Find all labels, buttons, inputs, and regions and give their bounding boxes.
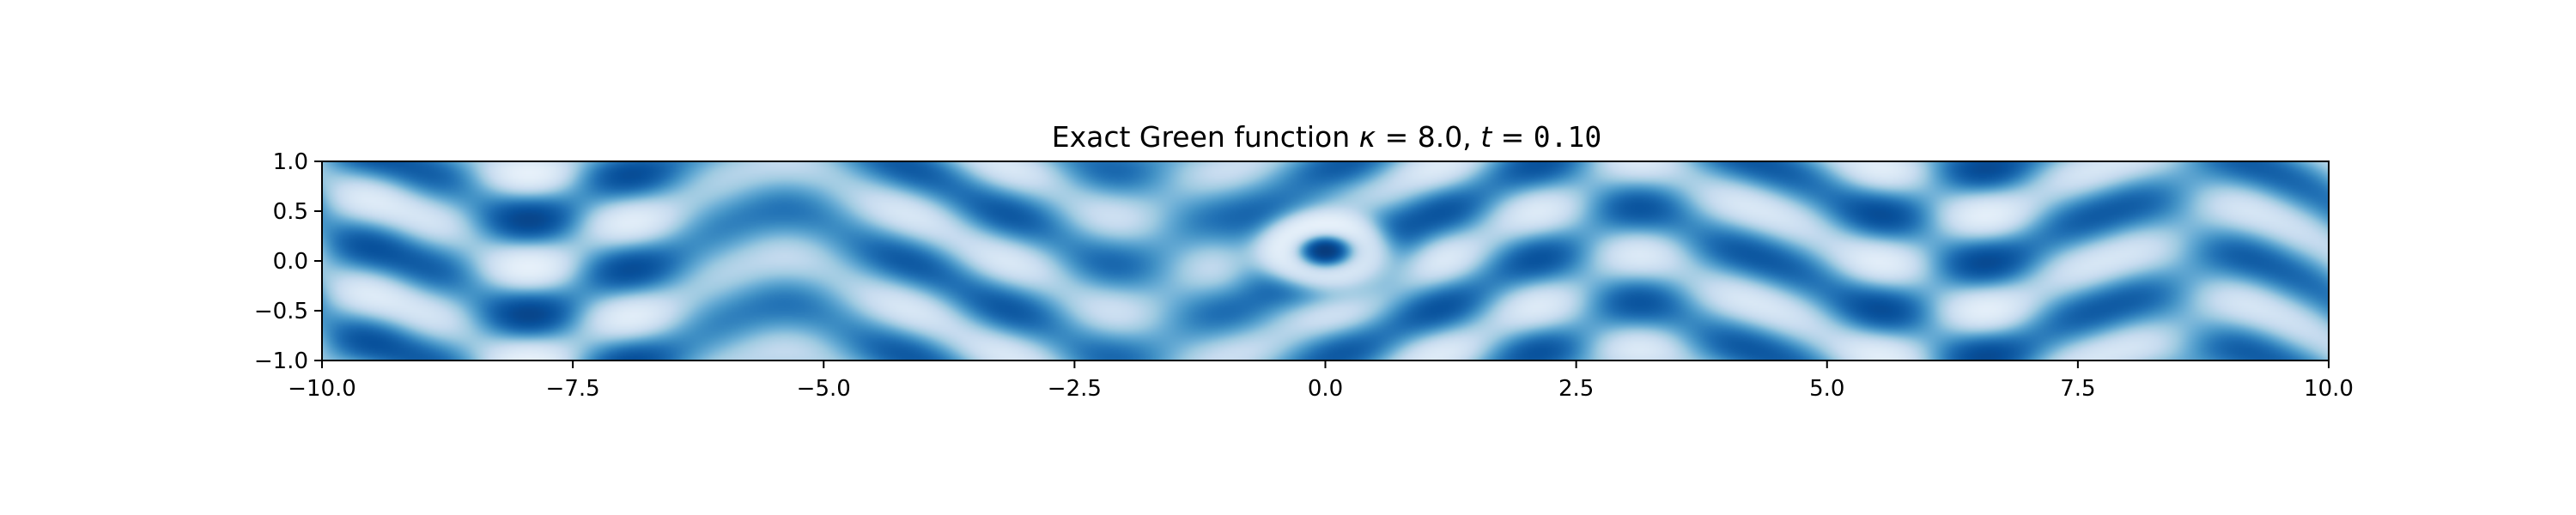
x-tick-label: −2.5 — [1048, 376, 1102, 402]
y-tick-label: −1.0 — [254, 348, 308, 374]
x-tick-label: −5.0 — [797, 376, 851, 402]
x-tick-label: 10.0 — [2304, 376, 2354, 402]
heatmap-canvas — [322, 161, 2329, 360]
x-tick-label: 5.0 — [1809, 376, 1844, 402]
y-tick-label: 0.0 — [273, 249, 308, 275]
heatmap-plot-area — [321, 161, 2330, 361]
y-tick-label: 1.0 — [273, 149, 308, 175]
x-tick-label: 0.0 — [1308, 376, 1343, 402]
chart-title: Exact Green function κ = 8.0, t = 0.10 — [1052, 120, 1602, 154]
y-tick-label: 0.5 — [273, 199, 308, 225]
y-axis: 1.0 0.5 0.0 −0.5 −1.0 — [254, 149, 322, 374]
x-tick-label: 2.5 — [1558, 376, 1594, 402]
x-tick-label: 7.5 — [2060, 376, 2095, 402]
x-axis: −10.0 −7.5 −5.0 −2.5 0.0 2.5 5.0 7.5 10.0 — [288, 360, 2354, 402]
x-tick-label: −7.5 — [546, 376, 600, 402]
x-tick-label: −10.0 — [288, 376, 356, 402]
y-tick-label: −0.5 — [254, 299, 308, 324]
heatmap-image — [322, 161, 2329, 360]
